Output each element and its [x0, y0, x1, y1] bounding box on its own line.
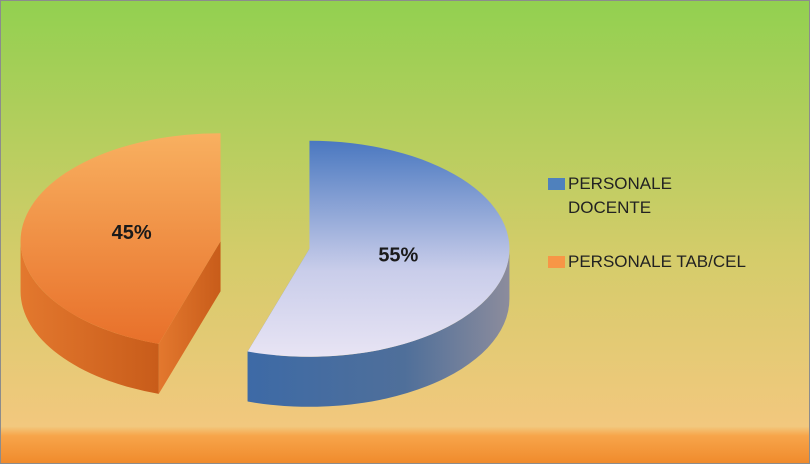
legend-entry: PERSONALE TAB/CEL: [548, 250, 788, 274]
slice: [20, 133, 221, 344]
data-label: 45%: [112, 222, 152, 244]
slice-side: [247, 248, 510, 407]
data-label: 55%: [378, 245, 418, 267]
legend-label: PERSONALE TAB/CEL: [568, 252, 746, 271]
legend-swatch: [548, 256, 565, 268]
slice: [247, 140, 510, 357]
legend-label: PERSONALE DOCENTE: [568, 174, 672, 217]
slice-side: [20, 241, 159, 394]
slice-side: [158, 241, 221, 394]
legend-entry: PERSONALE DOCENTE: [548, 172, 698, 220]
legend-swatch: [548, 178, 565, 190]
